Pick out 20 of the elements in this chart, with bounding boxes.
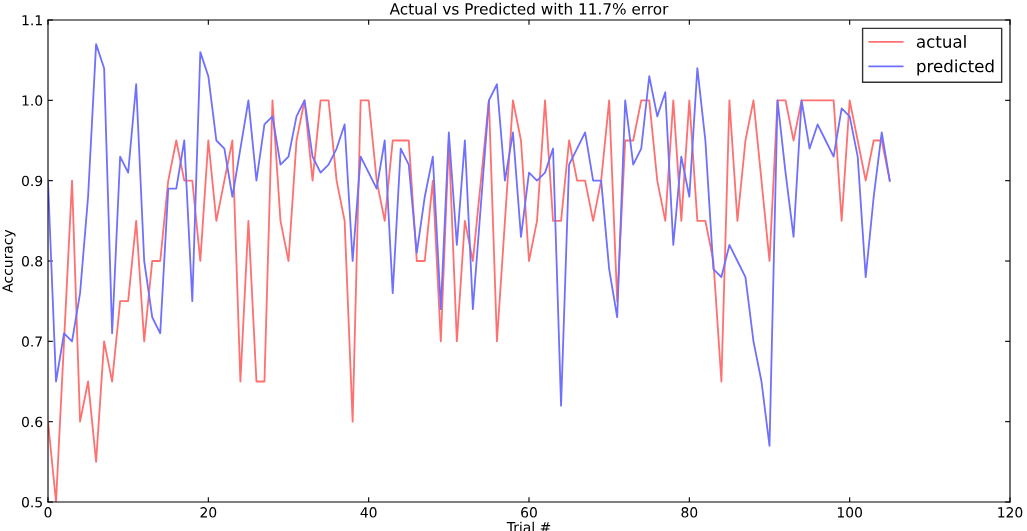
y-tick-label: 0.9 <box>21 175 43 187</box>
line-series <box>48 99 891 502</box>
line-series <box>48 43 891 447</box>
x-tick-label: 80 <box>681 507 698 518</box>
x-tick-label: 0 <box>44 507 52 518</box>
y-tick-label: 0.8 <box>21 255 43 267</box>
x-tick-label: 60 <box>521 507 537 518</box>
chart-title: Actual vs Predicted with 11.7% error <box>389 2 669 15</box>
y-tick-label: 0.5 <box>21 496 42 508</box>
legend-label: predicted <box>917 59 994 76</box>
legend-label: actual <box>916 35 966 48</box>
y-tick-label: 1.0 <box>22 95 43 106</box>
y-tick-label: 0.6 <box>21 416 43 428</box>
x-tick-label: 120 <box>998 507 1023 518</box>
y-tick-label: 1.1 <box>22 15 42 26</box>
x-tick-label: 100 <box>837 507 862 518</box>
x-tick-label: 40 <box>360 507 377 518</box>
x-tick-label: 20 <box>200 507 217 518</box>
y-axis-title: Accuracy <box>2 229 16 293</box>
y-tick-label: 0.7 <box>21 336 42 347</box>
